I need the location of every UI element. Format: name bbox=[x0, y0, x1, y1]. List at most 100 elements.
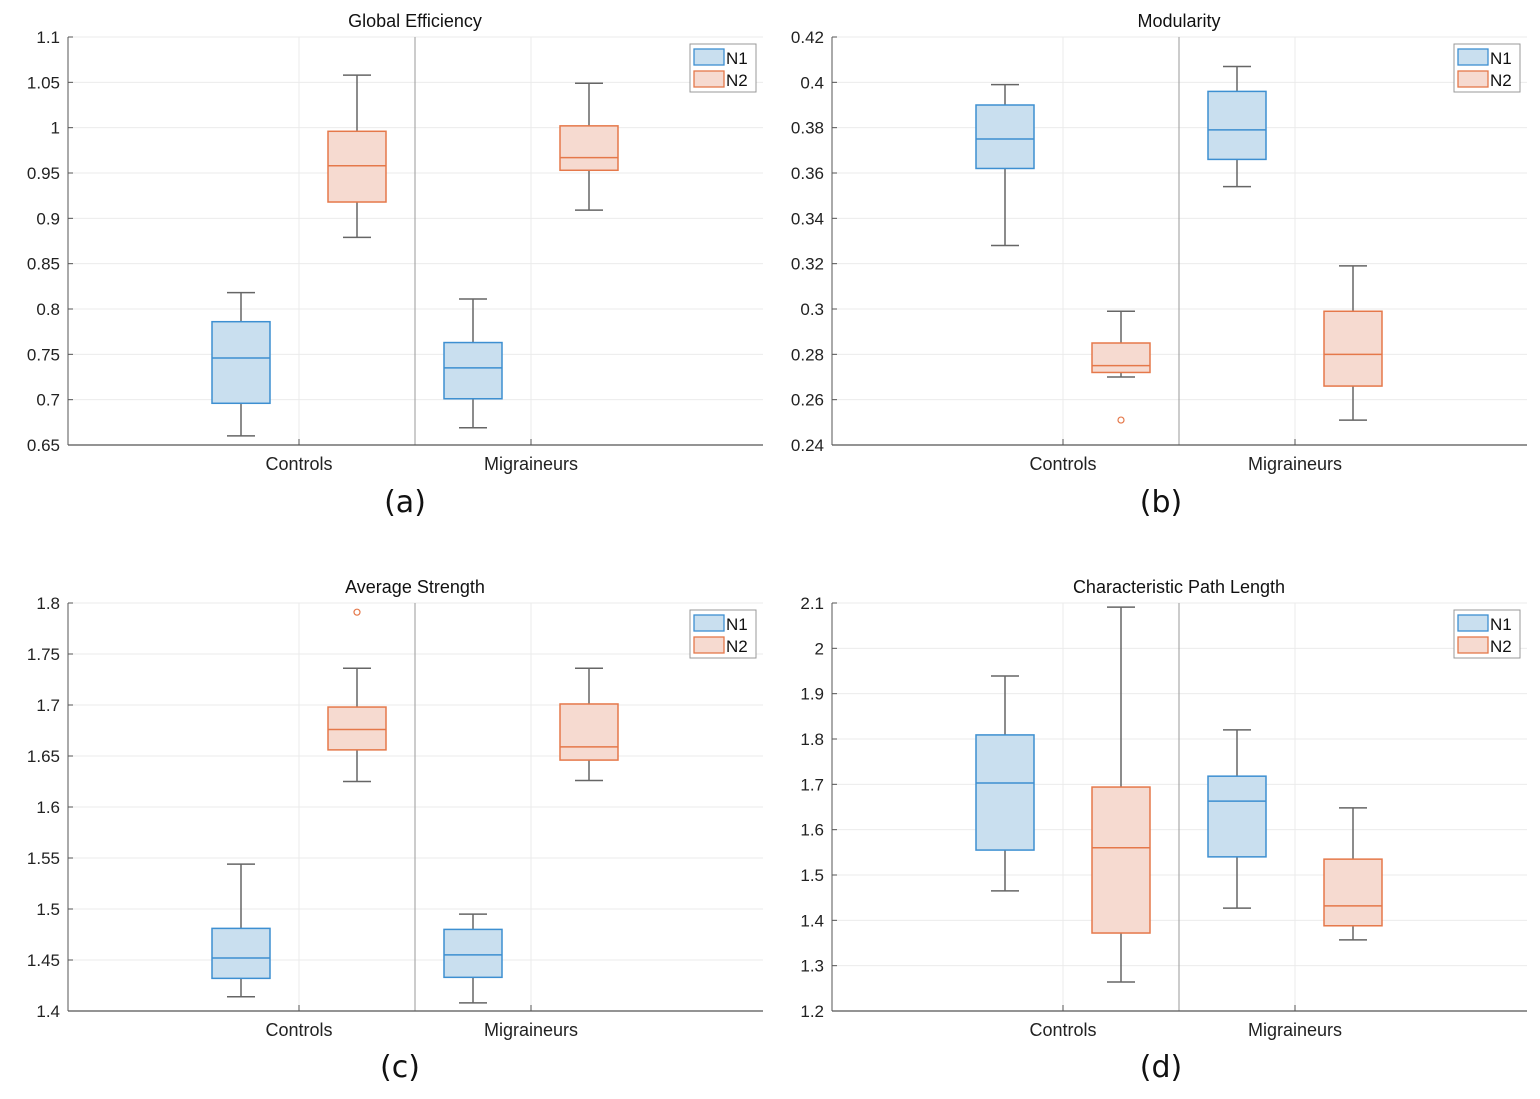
chart-panel-2: 1.4 1.45 1.5 1.55 1.6 1.65 1.7 1.75 1.8 Controls M… bbox=[27, 577, 763, 1040]
y-tick-label: 1.1 bbox=[36, 28, 60, 47]
chart-panel-0: 0.65 0.7 0.75 0.8 0.85 0.9 0.95 1 1.05 1.1 Control… bbox=[27, 11, 763, 474]
y-tick-label: 0.38 bbox=[791, 119, 824, 138]
y-tick-label: 1.75 bbox=[27, 645, 60, 664]
y-tick-label: 1.05 bbox=[27, 73, 60, 92]
x-category-label: Migraineurs bbox=[1248, 454, 1342, 474]
y-tick-label: 0.7 bbox=[36, 391, 60, 410]
box-n1-migraineurs bbox=[1207, 65, 1267, 188]
outlier-point bbox=[1117, 416, 1125, 424]
box-iqr bbox=[1323, 310, 1383, 387]
box-n1-migraineurs bbox=[1207, 729, 1267, 909]
chart-title: Characteristic Path Length bbox=[1073, 577, 1285, 597]
legend-label-n1: N1 bbox=[726, 49, 748, 68]
legend-label-n1: N1 bbox=[1490, 615, 1512, 634]
legend-swatch-n2 bbox=[1457, 636, 1489, 654]
legend-label-n2: N2 bbox=[1490, 637, 1512, 656]
y-tick-label: 1.65 bbox=[27, 747, 60, 766]
y-tick-label: 0.32 bbox=[791, 255, 824, 274]
legend-label-n1: N1 bbox=[726, 615, 748, 634]
y-tick-label: 0.42 bbox=[791, 28, 824, 47]
y-tick-label: 1.2 bbox=[800, 1002, 824, 1021]
y-tick-label: 2 bbox=[815, 639, 824, 658]
legend-swatch-n2 bbox=[1457, 70, 1489, 88]
y-tick-label: 0.65 bbox=[27, 436, 60, 455]
y-tick-label: 0.8 bbox=[36, 300, 60, 319]
outlier-point bbox=[353, 608, 361, 616]
y-tick-label: 1.6 bbox=[800, 821, 824, 840]
box-iqr bbox=[975, 104, 1035, 170]
y-tick-label: 2.1 bbox=[800, 594, 824, 613]
y-tick-label: 0.36 bbox=[791, 164, 824, 183]
y-tick-label: 1.5 bbox=[800, 866, 824, 885]
legend-swatch-n1 bbox=[693, 48, 725, 66]
chart-panel-1: 0.24 0.26 0.28 0.3 0.32 0.34 0.36 0.38 0.4 0.42 Co… bbox=[791, 11, 1527, 474]
box-iqr bbox=[443, 928, 503, 979]
y-tick-label: 1.8 bbox=[36, 594, 60, 613]
x-category-label: Controls bbox=[265, 454, 332, 474]
y-tick-label: 1.5 bbox=[36, 900, 60, 919]
box-iqr bbox=[1207, 775, 1267, 858]
legend-swatch-n1 bbox=[693, 614, 725, 632]
chart-title: Average Strength bbox=[345, 577, 485, 597]
legend-swatch-n1 bbox=[1457, 614, 1489, 632]
legend-label-n2: N2 bbox=[726, 637, 748, 656]
box-n2-controls bbox=[327, 608, 387, 783]
y-tick-label: 0.9 bbox=[36, 209, 60, 228]
box-iqr bbox=[211, 927, 271, 980]
box-n2-controls bbox=[1091, 606, 1151, 983]
x-category-label: Migraineurs bbox=[1248, 1020, 1342, 1040]
legend-label-n2: N2 bbox=[726, 71, 748, 90]
panel-label-d: (d) bbox=[1139, 1050, 1183, 1085]
box-iqr bbox=[559, 703, 619, 761]
box-iqr bbox=[1207, 90, 1267, 161]
y-tick-label: 1.3 bbox=[800, 957, 824, 976]
y-tick-label: 1.4 bbox=[800, 911, 824, 930]
chart-title: Modularity bbox=[1137, 11, 1220, 31]
box-iqr bbox=[327, 706, 387, 751]
box-n1-controls bbox=[211, 291, 271, 437]
x-category-label: Migraineurs bbox=[484, 1020, 578, 1040]
box-n2-migraineurs bbox=[1323, 807, 1383, 941]
y-tick-label: 1.55 bbox=[27, 849, 60, 868]
y-tick-label: 1.9 bbox=[800, 685, 824, 704]
box-iqr bbox=[443, 341, 503, 400]
panel-label-b: (b) bbox=[1139, 485, 1183, 520]
y-tick-label: 1.45 bbox=[27, 951, 60, 970]
y-tick-label: 0.85 bbox=[27, 255, 60, 274]
box-iqr bbox=[327, 130, 387, 203]
box-n2-migraineurs bbox=[1323, 265, 1383, 421]
x-category-label: Controls bbox=[1029, 454, 1096, 474]
box-iqr bbox=[975, 734, 1035, 851]
box-n2-migraineurs bbox=[559, 667, 619, 782]
legend-swatch-n2 bbox=[693, 70, 725, 88]
box-n2-migraineurs bbox=[559, 82, 619, 211]
y-tick-label: 0.75 bbox=[27, 345, 60, 364]
box-iqr bbox=[211, 320, 271, 405]
y-tick-label: 0.3 bbox=[800, 300, 824, 319]
x-category-label: Controls bbox=[1029, 1020, 1096, 1040]
box-iqr bbox=[1323, 858, 1383, 927]
y-tick-label: 1.6 bbox=[36, 798, 60, 817]
y-tick-label: 1 bbox=[51, 119, 60, 138]
legend-swatch-n1 bbox=[1457, 48, 1489, 66]
box-n1-controls bbox=[211, 863, 271, 998]
y-tick-label: 0.4 bbox=[800, 73, 824, 92]
box-n1-migraineurs bbox=[443, 298, 503, 429]
legend-label-n1: N1 bbox=[1490, 49, 1512, 68]
x-category-label: Controls bbox=[265, 1020, 332, 1040]
chart-title: Global Efficiency bbox=[348, 11, 482, 31]
panel-label-c: (c) bbox=[380, 1050, 420, 1085]
box-n1-controls bbox=[975, 83, 1035, 247]
box-n1-controls bbox=[975, 675, 1035, 892]
x-category-label: Migraineurs bbox=[484, 454, 578, 474]
y-tick-label: 0.34 bbox=[791, 209, 824, 228]
panel-label-a: (a) bbox=[384, 485, 426, 520]
legend-label-n2: N2 bbox=[1490, 71, 1512, 90]
y-tick-label: 0.24 bbox=[791, 436, 824, 455]
